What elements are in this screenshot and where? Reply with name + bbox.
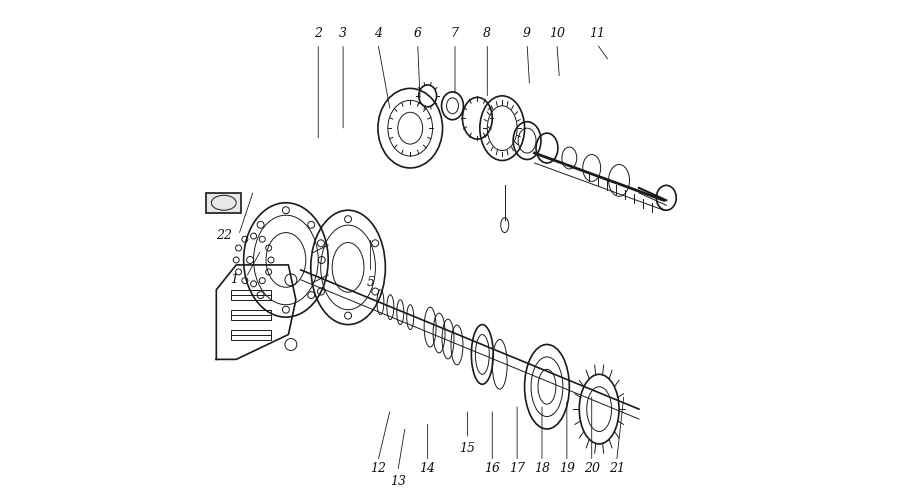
Text: 22: 22 xyxy=(216,228,232,241)
Polygon shape xyxy=(216,265,296,360)
Text: 19: 19 xyxy=(559,462,575,475)
Text: 10: 10 xyxy=(549,27,565,40)
Text: 20: 20 xyxy=(584,462,599,475)
Text: 17: 17 xyxy=(509,462,525,475)
Text: 6: 6 xyxy=(414,27,422,40)
Text: 5: 5 xyxy=(366,276,374,289)
Text: 1: 1 xyxy=(230,274,238,286)
Text: 18: 18 xyxy=(534,462,550,475)
Text: 14: 14 xyxy=(419,462,436,475)
Text: 15: 15 xyxy=(459,442,475,456)
Text: 21: 21 xyxy=(608,462,625,475)
Text: 7: 7 xyxy=(451,27,459,40)
Text: 4: 4 xyxy=(374,27,382,40)
Text: 9: 9 xyxy=(523,27,531,40)
FancyBboxPatch shape xyxy=(206,193,241,212)
Text: 2: 2 xyxy=(314,27,322,40)
Text: 8: 8 xyxy=(483,27,491,40)
Text: 11: 11 xyxy=(589,27,605,40)
Text: 16: 16 xyxy=(484,462,500,475)
Text: 13: 13 xyxy=(390,474,406,488)
Text: 12: 12 xyxy=(370,462,386,475)
Text: 3: 3 xyxy=(339,27,347,40)
